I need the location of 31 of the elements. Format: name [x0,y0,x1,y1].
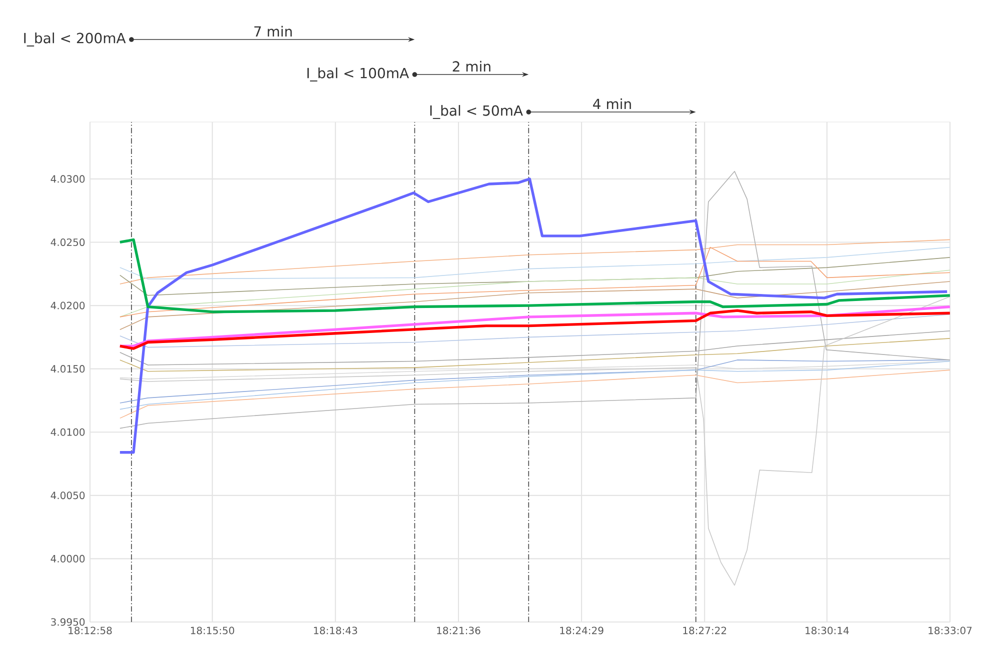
line-series [120,296,950,586]
text: I_bal < 50mA [430,105,523,119]
line-series [118,238,952,314]
line-series [120,270,950,318]
line-series [120,246,950,280]
x-tick-label: 18:27:22 [683,626,726,634]
text: I_bal < 200mA [24,32,126,46]
line-series [120,239,950,284]
x-tick-label: 18:12:58 [68,626,112,634]
x-tick-label: 18:30:14 [806,626,849,634]
x-tick-label: 18:15:50 [191,626,234,634]
text: 2 min [452,60,490,72]
y-tick-label: 4.0250 [50,238,85,246]
line-series [120,281,950,330]
y-tick-label: 4.0100 [50,428,85,436]
y-tick-label: 3.9950 [51,618,85,626]
y-tick-label: 4.0050 [50,492,85,500]
line-series [120,246,950,318]
y-tick-label: 4.0200 [50,302,85,310]
y-tick-label: 4.0150 [50,365,85,373]
text: I_bal < 100mA [307,68,409,82]
text: 7 min [254,26,292,37]
text: 4 min [593,98,631,110]
y-tick-label: 4.0000 [50,554,85,562]
x-tick-label: 18:21:36 [437,626,480,634]
line-series [120,370,950,419]
y-tick-label: 4.0300 [50,175,85,183]
x-tick-label: 18:18:43 [314,626,358,634]
x-tick-label: 18:33:07 [928,626,972,634]
x-tick-label: 18:24:29 [560,626,604,634]
line-series [120,338,950,372]
